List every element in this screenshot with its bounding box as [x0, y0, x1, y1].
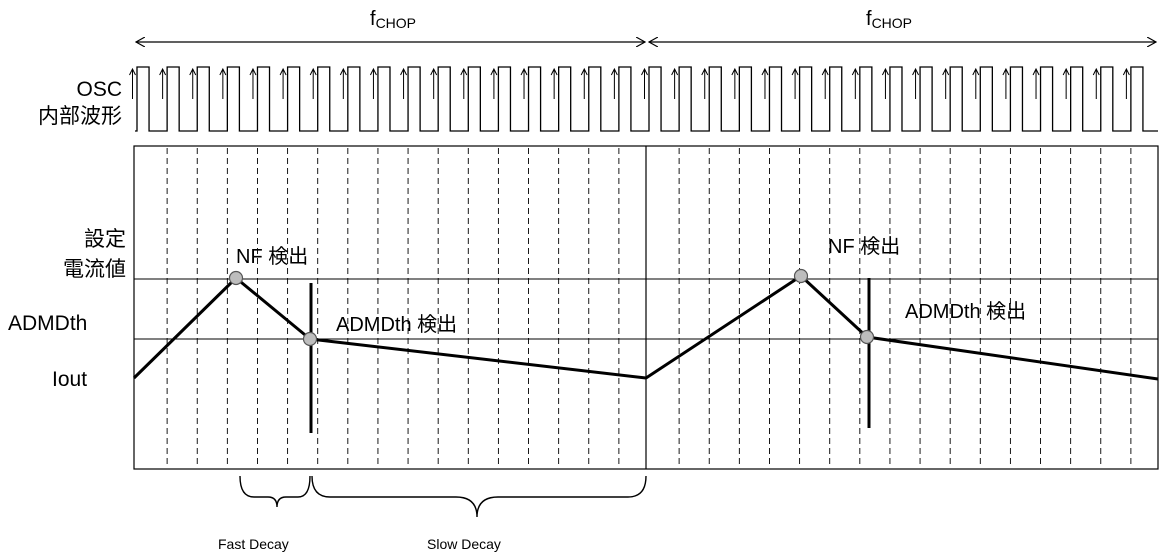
osc-rising-edge-arrow	[339, 67, 347, 99]
admdth-axis-label: ADMDth	[8, 312, 88, 335]
osc-rising-edge-arrow	[1032, 67, 1040, 99]
fchop-label-1: fCHOP	[370, 8, 417, 31]
osc-rising-edge-arrow	[610, 67, 618, 99]
fast-decay-brace	[239, 475, 311, 508]
slow-decay-label: Slow Decay	[427, 536, 501, 552]
osc-rising-edge-arrow	[791, 67, 799, 99]
fast-decay-label: Fast Decay	[218, 536, 289, 552]
osc-rising-edge-arrow	[129, 67, 136, 99]
nf-detect-point-2	[793, 268, 809, 284]
osc-rising-edge-arrow	[369, 67, 377, 99]
osc-rising-edge-arrow	[761, 67, 769, 99]
osc-rising-edge-arrow	[159, 67, 167, 99]
nf-detect-label-1: NF 検出	[236, 246, 309, 268]
slow-decay-brace	[311, 475, 647, 518]
dashed-grid	[166, 148, 1132, 467]
admdth-detect-label-2: ADMDth 検出	[905, 301, 1027, 323]
osc-rising-edge-arrow	[550, 67, 558, 99]
osc-rising-edge-arrow	[671, 67, 679, 99]
osc-rising-edge-arrow	[942, 67, 950, 99]
osc-rising-edge-arrow	[219, 67, 227, 99]
osc-rising-edge-arrow	[1062, 67, 1070, 99]
admdth-detect-point-1	[302, 331, 318, 347]
osc-rising-edge-arrow	[400, 67, 408, 99]
admdth-detect-label-1: ADMDth 検出	[336, 314, 458, 336]
osc-rising-edge-arrow	[912, 67, 920, 99]
osc-rising-edge-arrow	[731, 67, 739, 99]
osc-square-wave	[135, 66, 1158, 132]
iout-axis-label: Iout	[52, 368, 88, 391]
osc-rising-edge-arrow	[1122, 67, 1130, 99]
osc-rising-edge-arrow	[641, 67, 648, 99]
osc-rising-edge-arrow	[430, 67, 438, 99]
osc-rising-edge-arrow	[881, 67, 889, 99]
osc-rising-edge-arrow	[821, 67, 829, 99]
osc-rising-edge-arrow	[189, 67, 197, 99]
osc-rising-edge-arrow	[701, 67, 709, 99]
fchop-label-2: fCHOP	[866, 8, 913, 31]
osc-rising-edge-arrow	[1002, 67, 1010, 99]
osc-label-line2: 内部波形	[38, 105, 122, 128]
osc-rising-edge-arrow	[309, 67, 317, 99]
osc-rising-edge-arrow	[1092, 67, 1100, 99]
osc-waveform	[129, 66, 1158, 132]
osc-rising-edge-arrow	[520, 67, 528, 99]
osc-rising-edge-arrow	[279, 67, 287, 99]
osc-rising-edge-arrow	[490, 67, 498, 99]
set-current-label-line1: 設定	[84, 228, 126, 251]
nf-detect-point-1	[228, 270, 244, 286]
osc-rising-edge-arrow	[249, 67, 257, 99]
admdth-detect-point-2	[859, 329, 875, 345]
nf-detect-label-2: NF 検出	[828, 236, 901, 258]
osc-rising-edge-arrow	[580, 67, 588, 99]
osc-rising-edge-arrow	[460, 67, 468, 99]
osc-rising-edge-arrow	[972, 67, 980, 99]
osc-rising-edge-arrow	[851, 67, 859, 99]
osc-label-line1: OSC	[76, 78, 122, 101]
set-current-label-line2: 電流値	[63, 258, 126, 281]
